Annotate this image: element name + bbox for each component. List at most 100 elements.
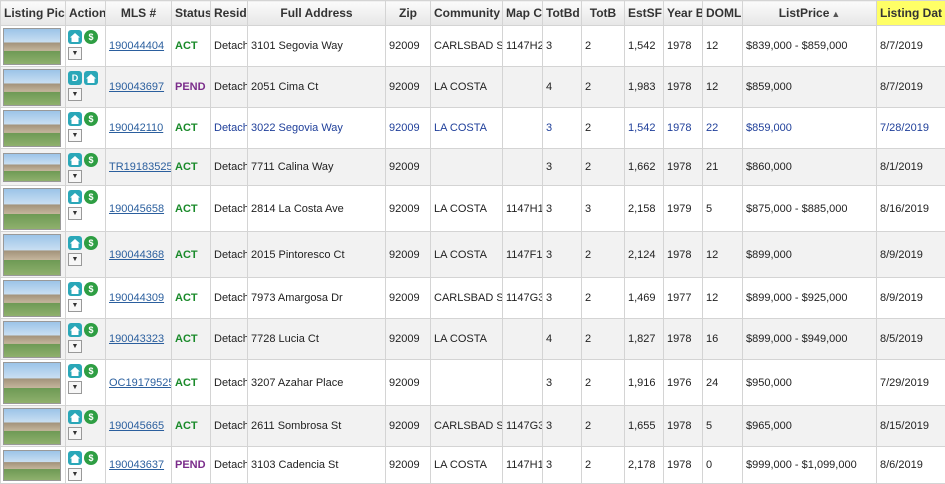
col-listprice[interactable]: ListPrice▲: [743, 1, 877, 26]
action-dropdown-button[interactable]: ▼: [68, 129, 82, 142]
house-icon[interactable]: [68, 282, 82, 296]
col-doml[interactable]: DOML: [703, 1, 743, 26]
sort-ascending-icon[interactable]: ▲: [831, 9, 840, 19]
listprice-header-label: ListPrice: [779, 6, 830, 20]
listing-photo[interactable]: [3, 408, 61, 445]
mls-link[interactable]: 190043323: [109, 333, 164, 345]
mls-cell: 190044368: [106, 232, 172, 278]
col-totb[interactable]: TotB: [582, 1, 625, 26]
listing-photo[interactable]: [3, 188, 61, 230]
col-listing-pic[interactable]: Listing Pic: [1, 1, 66, 26]
dollar-icon[interactable]: $: [84, 190, 98, 204]
mls-link[interactable]: 190044404: [109, 40, 164, 52]
listing-photo-cell[interactable]: [1, 232, 66, 278]
listing-photo[interactable]: [3, 362, 61, 404]
col-community[interactable]: Community: [431, 1, 503, 26]
action-dropdown-button[interactable]: ▼: [68, 88, 82, 101]
action-dropdown-button[interactable]: ▼: [68, 253, 82, 266]
col-zip[interactable]: Zip: [386, 1, 431, 26]
mls-link[interactable]: 190044309: [109, 292, 164, 304]
mls-link[interactable]: 190043637: [109, 459, 164, 471]
draft-icon[interactable]: D: [68, 71, 82, 85]
action-dropdown-button[interactable]: ▼: [68, 170, 82, 183]
mls-link[interactable]: TR19183525: [109, 161, 172, 173]
listing-photo-cell[interactable]: [1, 406, 66, 447]
col-estsf[interactable]: EstSF: [625, 1, 664, 26]
listing-photo-cell[interactable]: [1, 67, 66, 108]
dollar-icon[interactable]: $: [84, 451, 98, 465]
house-icon[interactable]: [84, 71, 98, 85]
listing-photo[interactable]: [3, 28, 61, 65]
dollar-icon[interactable]: $: [84, 323, 98, 337]
action-dropdown-button[interactable]: ▼: [68, 299, 82, 312]
listing-photo[interactable]: [3, 110, 61, 147]
residence-cell: Detach: [211, 447, 248, 484]
house-icon[interactable]: [68, 190, 82, 204]
listing-photo-cell[interactable]: [1, 186, 66, 232]
listing-photo[interactable]: [3, 280, 61, 317]
listing-photo-cell[interactable]: [1, 319, 66, 360]
listing-photo-cell[interactable]: [1, 360, 66, 406]
dollar-icon[interactable]: $: [84, 282, 98, 296]
dollar-icon[interactable]: $: [84, 410, 98, 424]
dom-cell: 5: [703, 186, 743, 232]
col-totbd[interactable]: TotBd: [543, 1, 582, 26]
listing-photo-cell[interactable]: [1, 149, 66, 186]
action-dropdown-button[interactable]: ▼: [68, 468, 82, 481]
col-action[interactable]: Action: [66, 1, 106, 26]
dom-cell: 0: [703, 447, 743, 484]
listing-photo[interactable]: [3, 153, 61, 182]
dollar-icon[interactable]: $: [84, 30, 98, 44]
dollar-icon[interactable]: $: [84, 153, 98, 167]
col-residence[interactable]: Resid: [211, 1, 248, 26]
listing-photo[interactable]: [3, 321, 61, 358]
mls-link[interactable]: OC19179525: [109, 377, 172, 389]
listing-photo[interactable]: [3, 234, 61, 276]
col-map[interactable]: Map C: [503, 1, 543, 26]
action-dropdown-button[interactable]: ▼: [68, 207, 82, 220]
mls-link[interactable]: 190043697: [109, 81, 164, 93]
mls-link[interactable]: 190045658: [109, 203, 164, 215]
col-mls[interactable]: MLS #: [106, 1, 172, 26]
house-icon[interactable]: [68, 451, 82, 465]
mls-cell: 190043637: [106, 447, 172, 484]
action-dropdown-button[interactable]: ▼: [68, 427, 82, 440]
dollar-icon[interactable]: $: [84, 112, 98, 126]
mls-link[interactable]: 190044368: [109, 249, 164, 261]
col-listing-date[interactable]: Listing Dat: [877, 1, 945, 26]
house-icon[interactable]: [68, 364, 82, 378]
house-icon[interactable]: [68, 112, 82, 126]
dollar-icon[interactable]: $: [84, 364, 98, 378]
dollar-icon[interactable]: $: [84, 236, 98, 250]
listing-photo-cell[interactable]: [1, 447, 66, 484]
action-dropdown-button[interactable]: ▼: [68, 381, 82, 394]
house-icon[interactable]: [68, 236, 82, 250]
house-icon[interactable]: [68, 30, 82, 44]
listing-photo-cell[interactable]: [1, 26, 66, 67]
house-icon[interactable]: [68, 153, 82, 167]
col-status[interactable]: Status: [172, 1, 211, 26]
house-icon[interactable]: [68, 323, 82, 337]
house-icon[interactable]: [68, 410, 82, 424]
mls-link[interactable]: 190045665: [109, 420, 164, 432]
listing-photo[interactable]: [3, 450, 61, 481]
col-full-address[interactable]: Full Address: [248, 1, 386, 26]
listing-photo[interactable]: [3, 69, 61, 106]
action-dropdown-button[interactable]: ▼: [68, 340, 82, 353]
listing-photo-cell[interactable]: [1, 108, 66, 149]
mls-link[interactable]: 190042110: [109, 122, 163, 134]
action-dropdown-button[interactable]: ▼: [68, 47, 82, 60]
listing-photo-cell[interactable]: [1, 278, 66, 319]
col-year[interactable]: Year B: [664, 1, 703, 26]
